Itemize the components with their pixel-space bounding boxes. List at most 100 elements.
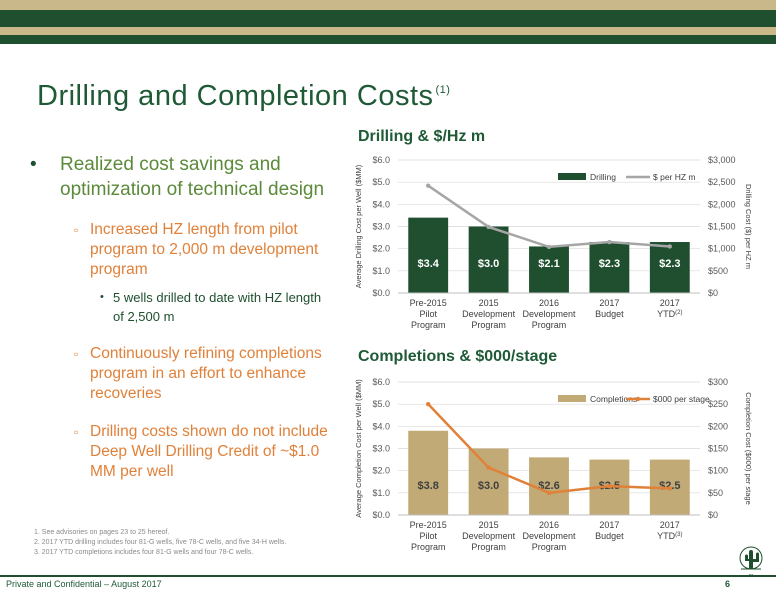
- square-bullet-icon: ▫: [74, 347, 79, 361]
- svg-text:▪▪▪: ▪▪▪: [749, 572, 754, 577]
- y2-tick-label: $1,500: [708, 222, 736, 232]
- bar: [408, 217, 449, 293]
- x-tick-label: 2015 Development Program: [462, 298, 516, 330]
- footnote-2: 2. 2017 YTD drilling includes four 81-G …: [34, 539, 287, 546]
- x-tick-line: Development: [462, 531, 516, 541]
- cactus-logo-icon: ▪▪▪: [739, 546, 763, 577]
- x-tick-line: 2017: [660, 298, 680, 308]
- y-axis-title: Average Completion Cost per Well ($MM): [354, 379, 363, 518]
- y2-tick-label: $0: [708, 288, 718, 298]
- x-tick-line: 2015: [479, 298, 499, 308]
- y-tick-label: $0.0: [372, 288, 390, 298]
- line-point: [426, 183, 431, 188]
- x-tick-line: Development: [462, 309, 516, 319]
- x-tick-line: Program: [471, 320, 506, 330]
- series-line: [427, 184, 670, 249]
- x-tick-label: 2017 YTD(3): [657, 520, 682, 541]
- square-bullet-icon: ▫: [74, 425, 79, 439]
- bullet-sub-1: ▫ Increased HZ length from pilot program …: [74, 221, 319, 278]
- header-band-gold: [0, 27, 776, 35]
- line-point: [667, 486, 672, 491]
- y-tick-label: $4.0: [372, 199, 390, 209]
- x-tick-label: 2017 Budget: [595, 520, 624, 541]
- x-tick-line: Program: [532, 320, 567, 330]
- y-tick-label: $3.0: [372, 444, 390, 454]
- y2-tick-label: $500: [708, 266, 728, 276]
- y2-tick-label: $50: [708, 488, 723, 498]
- bar-data-label: $2.3: [599, 258, 620, 270]
- y-tick-label: $5.0: [372, 399, 390, 409]
- x-tick-label: 2016 Development Program: [522, 520, 576, 552]
- x-tick-line: 2017: [660, 520, 680, 530]
- x-tick-line: Program: [471, 542, 506, 552]
- bar: [468, 226, 509, 293]
- drilling-chart-title: Drilling & $/Hz m: [358, 128, 486, 145]
- completions-chart: $0.0 $1.0 $2.0 $3.0 $4.0 $5.0 $6.0 $0 $50 $100 $15…: [354, 377, 753, 552]
- small-dot-icon: •: [100, 291, 104, 303]
- bar-data-label: $2.3: [659, 258, 680, 270]
- legend-label: $000 per stage: [653, 394, 710, 404]
- x-tick-line: Pilot: [419, 531, 437, 541]
- bar: [649, 242, 690, 293]
- y-tick-label: $3.0: [372, 222, 390, 232]
- x-tick-line: 2017: [599, 520, 619, 530]
- bar: [408, 430, 449, 515]
- y-tick-label: $0.0: [372, 510, 390, 520]
- bullet-dot-icon: •: [30, 154, 37, 175]
- y2-tick-label: $200: [708, 421, 728, 431]
- drilling-chart: $0.0 $1.0 $2.0 $3.0 $4.0 $5.0 $6.0 $0 $500 $1,000…: [354, 155, 753, 330]
- y2-tick-label: $2,500: [708, 177, 736, 187]
- x-tick-label: 2017 Budget: [595, 298, 624, 319]
- bar-data-label: $2.1: [538, 258, 559, 270]
- x-tick-label: Pre-2015 Pilot Program: [410, 298, 447, 330]
- legend-swatch-bar: [558, 173, 586, 180]
- header-band-bottom: [0, 35, 776, 44]
- y2-tick-label: $300: [708, 377, 728, 387]
- legend-swatch-bar: [558, 395, 586, 402]
- x-tick-line: Pilot: [419, 309, 437, 319]
- y2-axis-title: Drilling Cost ($) per HZ m: [744, 184, 753, 269]
- bullet-sub-2: ▫ Continuously refining completions progr…: [74, 345, 322, 402]
- x-tick-line: 2017: [599, 298, 619, 308]
- footnotes: 1. See advisories on pages 23 to 25 here…: [34, 528, 286, 558]
- line-point: [486, 465, 491, 470]
- y-tick-label: $1.0: [372, 488, 390, 498]
- legend-label: Completions: [590, 394, 637, 404]
- bar-data-label: $3.8: [417, 480, 438, 492]
- y-tick-label: $6.0: [372, 155, 390, 165]
- y2-tick-label: $150: [708, 444, 728, 454]
- header-band-top: [0, 0, 776, 10]
- y2-tick-label: $1,000: [708, 244, 736, 254]
- bar: [529, 246, 569, 293]
- line-point: [667, 244, 672, 249]
- y-tick-label: $1.0: [372, 266, 390, 276]
- line-point: [607, 483, 612, 489]
- y2-tick-label: $0: [708, 510, 718, 520]
- y2-tick-label: $2,000: [708, 199, 736, 209]
- bar: [589, 242, 630, 293]
- x-tick-footnote-ref: (2): [675, 310, 682, 316]
- bullet-detail-1: • 5 wells drilled to date with HZ length …: [100, 290, 322, 324]
- x-tick-label: 2017 YTD(2): [657, 298, 682, 319]
- x-tick-line: Program: [411, 542, 446, 552]
- x-tick-line: Development: [522, 531, 576, 541]
- footer-rule-green: [0, 575, 776, 577]
- bar-data-label: $3.4: [417, 258, 439, 270]
- bullet-main: • Realized cost savings and optimization …: [30, 154, 325, 200]
- y2-tick-label: $3,000: [708, 155, 736, 165]
- y-axis-title: Average Drilling Cost per Well ($MM): [354, 164, 363, 288]
- y-tick-label: $5.0: [372, 177, 390, 187]
- bar-data-label: $3.0: [478, 480, 499, 492]
- x-tick-line: Budget: [595, 531, 624, 541]
- page-title: Drilling and Completion Costs (1): [37, 80, 451, 112]
- x-tick-line: YTD: [657, 531, 676, 541]
- x-tick-line: 2016: [539, 520, 559, 530]
- completions-chart-title: Completions & $000/stage: [358, 348, 558, 365]
- x-tick-line: Pre-2015: [410, 520, 447, 530]
- x-tick-line: 2016: [539, 298, 559, 308]
- square-bullet-icon: ▫: [74, 223, 79, 237]
- y-tick-label: $6.0: [372, 377, 390, 387]
- line-point: [426, 401, 431, 407]
- line-point: [546, 244, 552, 250]
- x-tick-line: YTD: [657, 309, 676, 319]
